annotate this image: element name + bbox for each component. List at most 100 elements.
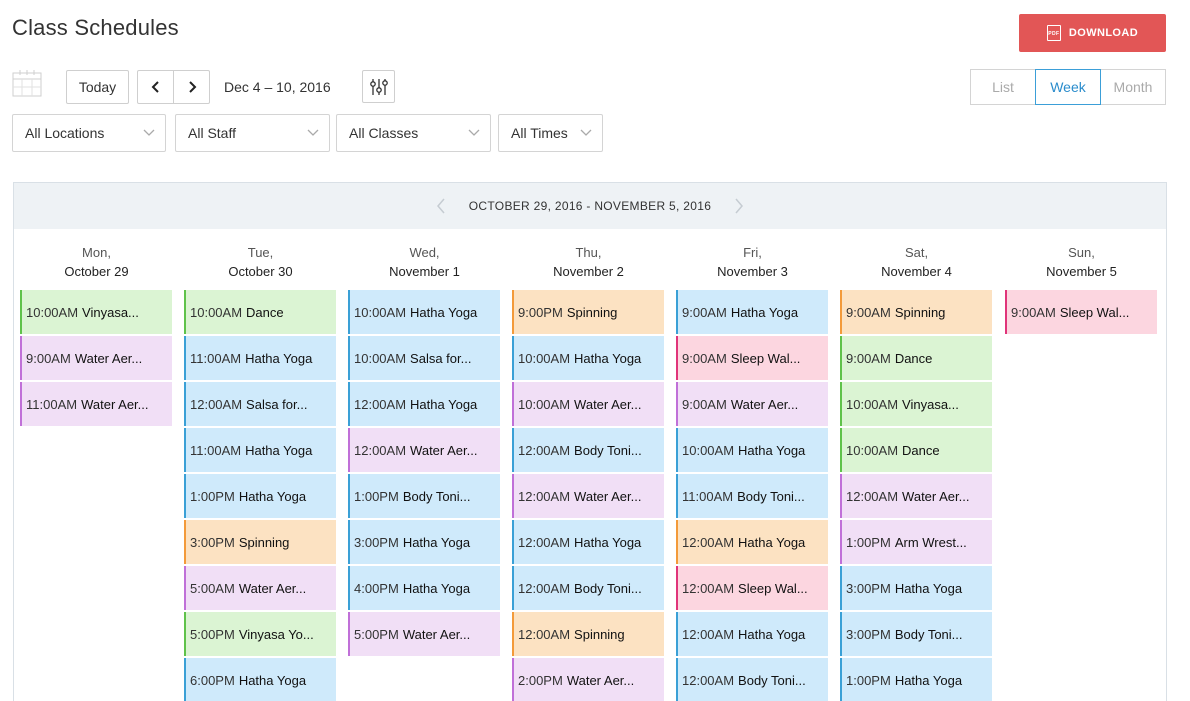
next-week-button[interactable]: [174, 71, 209, 103]
day-header: Tue, October 30: [184, 229, 337, 289]
staff-dropdown[interactable]: All Staff: [175, 114, 330, 152]
class-entry[interactable]: 10:00AM Vinyasa...: [20, 290, 172, 334]
class-entry[interactable]: 12:00AM Hatha Yoga: [676, 612, 828, 656]
class-entry[interactable]: 10:00AM Salsa for...: [348, 336, 500, 380]
class-entry[interactable]: 10:00AM Hatha Yoga: [676, 428, 828, 472]
class-entry[interactable]: 12:00AM Water Aer...: [840, 474, 992, 518]
download-button[interactable]: PDF DOWNLOAD: [1019, 14, 1166, 52]
class-entry[interactable]: 11:00AM Body Toni...: [676, 474, 828, 518]
view-month-button[interactable]: Month: [1100, 69, 1166, 105]
locations-dropdown-value: All Locations: [25, 125, 105, 141]
class-time: 12:00AM: [682, 580, 735, 596]
class-entry[interactable]: 5:00PM Water Aer...: [348, 612, 500, 656]
class-entry[interactable]: 12:00AM Body Toni...: [676, 658, 828, 701]
sliders-icon: [369, 78, 388, 95]
class-entry[interactable]: 1:00PM Arm Wrest...: [840, 520, 992, 564]
class-entry[interactable]: 12:00AM Body Toni...: [512, 428, 664, 472]
view-week-button[interactable]: Week: [1035, 69, 1101, 105]
times-dropdown[interactable]: All Times: [498, 114, 603, 152]
class-time: 12:00AM: [354, 396, 407, 412]
today-button[interactable]: Today: [66, 70, 129, 104]
calendar-icon[interactable]: [12, 68, 42, 98]
class-entry[interactable]: 10:00AM Dance: [840, 428, 992, 472]
class-time: 9:00AM: [846, 350, 891, 366]
class-name: Body Toni...: [738, 672, 806, 688]
class-entry[interactable]: 12:00AM Hatha Yoga: [512, 520, 664, 564]
prev-week-button[interactable]: [138, 71, 174, 103]
class-entry[interactable]: 5:00AM Water Aer...: [184, 566, 336, 610]
day-date: October 30: [228, 264, 293, 279]
class-name: Dance: [902, 442, 940, 458]
locations-dropdown[interactable]: All Locations: [12, 114, 166, 152]
class-entry[interactable]: 11:00AM Hatha Yoga: [184, 428, 336, 472]
class-name: Hatha Yoga: [410, 304, 478, 320]
class-name: Hatha Yoga: [238, 672, 307, 688]
class-entry[interactable]: 2:00PM Water Aer...: [512, 658, 664, 701]
class-entry[interactable]: 10:00AM Vinyasa...: [840, 382, 992, 426]
class-entry[interactable]: 3:00PM Body Toni...: [840, 612, 992, 656]
class-name: Spinning: [574, 626, 625, 642]
class-time: 12:00AM: [518, 580, 571, 596]
class-time: 10:00AM: [846, 396, 899, 412]
class-entry[interactable]: 9:00AM Water Aer...: [20, 336, 172, 380]
class-entry[interactable]: 10:00AM Water Aer...: [512, 382, 664, 426]
class-entry[interactable]: 12:00AM Sleep Wal...: [676, 566, 828, 610]
week-nav: [137, 70, 210, 104]
class-entry[interactable]: 5:00PM Vinyasa Yo...: [184, 612, 336, 656]
class-time: 12:00AM: [518, 488, 571, 504]
class-time: 1:00PM: [846, 534, 891, 550]
filter-settings-button[interactable]: [362, 70, 395, 103]
class-entry[interactable]: 12:00AM Hatha Yoga: [348, 382, 500, 426]
class-entry[interactable]: 4:00PM Hatha Yoga: [348, 566, 500, 610]
class-name: Salsa for...: [246, 396, 308, 412]
class-entry[interactable]: 10:00AM Dance: [184, 290, 336, 334]
view-list-button[interactable]: List: [970, 69, 1036, 105]
chevron-down-icon: [468, 129, 480, 136]
class-entry[interactable]: 3:00PM Hatha Yoga: [348, 520, 500, 564]
class-entry[interactable]: 12:00AM Salsa for...: [184, 382, 336, 426]
class-entry[interactable]: 1:00PM Body Toni...: [348, 474, 500, 518]
class-entry[interactable]: 11:00AM Water Aer...: [20, 382, 172, 426]
class-entry[interactable]: 12:00AM Spinning: [512, 612, 664, 656]
class-time: 11:00AM: [190, 442, 242, 458]
class-entry[interactable]: 3:00PM Spinning: [184, 520, 336, 564]
class-entry[interactable]: 1:00PM Hatha Yoga: [184, 474, 336, 518]
class-entry[interactable]: 9:00PM Spinning: [512, 290, 664, 334]
class-name: Water Aer...: [730, 396, 799, 412]
class-entry[interactable]: 12:00AM Hatha Yoga: [676, 520, 828, 564]
schedule-header: OCTOBER 29, 2016 - NOVEMBER 5, 2016: [14, 183, 1166, 229]
class-time: 10:00AM: [518, 350, 571, 366]
prev-range-button[interactable]: [431, 196, 451, 216]
class-entry[interactable]: 9:00AM Sleep Wal...: [676, 336, 828, 380]
class-entry[interactable]: 10:00AM Hatha Yoga: [348, 290, 500, 334]
class-time: 9:00AM: [846, 304, 891, 320]
class-entry[interactable]: 9:00AM Sleep Wal...: [1005, 290, 1157, 334]
class-name: Water Aer...: [410, 442, 478, 458]
chevron-right-icon: [188, 81, 196, 93]
class-time: 10:00AM: [354, 350, 407, 366]
class-time: 1:00PM: [190, 488, 235, 504]
chevron-left-icon: [151, 81, 159, 93]
class-entry[interactable]: 6:00PM Hatha Yoga: [184, 658, 336, 701]
view-toggle: List Week Month: [970, 69, 1166, 105]
class-time: 11:00AM: [190, 350, 242, 366]
class-name: Body Toni...: [894, 626, 963, 642]
class-entry[interactable]: 12:00AM Body Toni...: [512, 566, 664, 610]
day-column: Thu, November 2 9:00PM Spinning 10:00AM Hatha…: [512, 229, 665, 701]
next-range-button[interactable]: [729, 196, 749, 216]
classes-dropdown[interactable]: All Classes: [336, 114, 491, 152]
class-name: Hatha Yoga: [894, 672, 963, 688]
class-entry[interactable]: 11:00AM Hatha Yoga: [184, 336, 336, 380]
class-name: Water Aer...: [74, 350, 143, 366]
class-entry[interactable]: 9:00AM Spinning: [840, 290, 992, 334]
class-entry[interactable]: 10:00AM Hatha Yoga: [512, 336, 664, 380]
class-entry[interactable]: 3:00PM Hatha Yoga: [840, 566, 992, 610]
class-entry[interactable]: 9:00AM Hatha Yoga: [676, 290, 828, 334]
class-entry[interactable]: 12:00AM Water Aer...: [348, 428, 500, 472]
day-date: November 1: [389, 264, 460, 279]
day-date: October 29: [64, 264, 129, 279]
class-entry[interactable]: 1:00PM Hatha Yoga: [840, 658, 992, 701]
class-entry[interactable]: 9:00AM Dance: [840, 336, 992, 380]
class-entry[interactable]: 9:00AM Water Aer...: [676, 382, 828, 426]
class-entry[interactable]: 12:00AM Water Aer...: [512, 474, 664, 518]
